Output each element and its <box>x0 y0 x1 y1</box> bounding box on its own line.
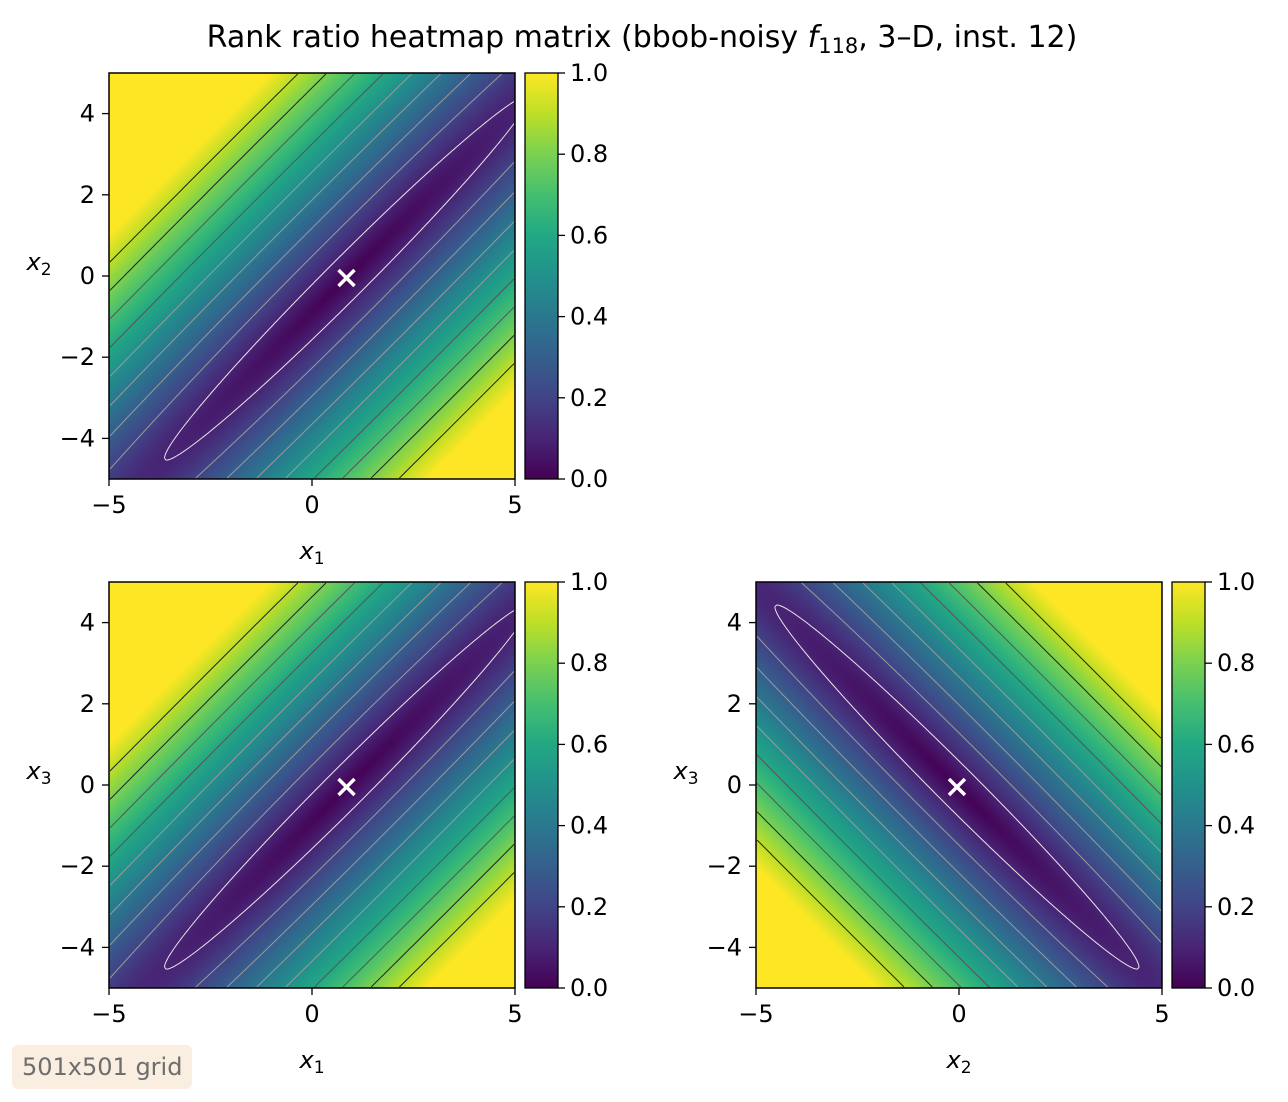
x-tick-label: −5 <box>738 1000 773 1028</box>
contour-line <box>109 582 515 988</box>
y-tick-label: 4 <box>727 609 742 637</box>
y-axis-label: x2 <box>25 248 51 280</box>
colorbar-tick-label: 0.6 <box>1217 730 1255 758</box>
colorbar-tick-label: 1.0 <box>1217 568 1255 596</box>
colorbar-tick-label: 0.2 <box>570 384 608 412</box>
y-tick-label: −2 <box>60 852 95 880</box>
contour-line <box>109 582 515 988</box>
colorbar-tick-label: 0.8 <box>570 649 608 677</box>
x-tick-label: 5 <box>507 491 522 519</box>
contour-line <box>756 582 1162 988</box>
y-tick-label: −4 <box>60 424 95 452</box>
colorbar-tick-label: 0.8 <box>1217 649 1255 677</box>
colorbar <box>1171 581 1206 989</box>
y-tick-label: −4 <box>707 933 742 961</box>
optimum-marker <box>337 777 356 797</box>
colorbar-tick-label: 0.6 <box>570 221 608 249</box>
colorbar-tick-label: 0.2 <box>1217 893 1255 921</box>
y-tick-label: 4 <box>80 100 95 128</box>
y-tick-label: 2 <box>80 690 95 718</box>
colorbar <box>524 581 559 989</box>
colorbar-tick-label: 0.8 <box>570 140 608 168</box>
contour-line <box>109 73 515 479</box>
heatmap-image <box>109 582 515 988</box>
x-tick-label: 0 <box>304 491 319 519</box>
optimum-marker <box>337 268 356 288</box>
y-tick-label: 0 <box>727 771 742 799</box>
contour-line <box>756 582 1162 988</box>
contour-line <box>756 582 1162 988</box>
y-tick-label: 4 <box>80 609 95 637</box>
y-tick-label: 0 <box>80 771 95 799</box>
y-tick-label: −2 <box>60 343 95 371</box>
contour-line <box>756 582 1162 988</box>
contour-line <box>774 604 1140 970</box>
contour-line <box>109 582 515 988</box>
y-tick-label: −2 <box>707 852 742 880</box>
contour-lines <box>109 582 515 988</box>
x-axis-label: x1 <box>298 1046 324 1078</box>
x-axis-label: x1 <box>298 537 324 569</box>
contour-line <box>109 582 515 988</box>
contour-line <box>164 101 515 461</box>
contour-line <box>109 73 515 479</box>
x-axis-label: x2 <box>945 1046 971 1078</box>
chart-title: Rank ratio heatmap matrix (bbob-noisy f1… <box>207 20 1078 58</box>
contour-lines <box>109 73 515 479</box>
x-tick-label: −5 <box>91 1000 126 1028</box>
contour-line <box>164 610 515 970</box>
contour-line <box>109 73 515 479</box>
colorbar-tick-label: 0.0 <box>570 465 608 493</box>
contour-line <box>756 582 1162 988</box>
y-tick-label: −4 <box>60 933 95 961</box>
contour-line <box>756 582 1162 988</box>
contour-line <box>109 582 515 988</box>
colorbar-tick-label: 0.4 <box>570 303 608 331</box>
heatmap-panel: −5 0 5 −4 −2 0 2 4 x1 x2 0.0 0.2 0.4 0.6 0.8 1.0 <box>25 59 608 569</box>
contour-line <box>109 73 515 479</box>
colorbar-tick-label: 0.4 <box>570 812 608 840</box>
colorbar-tick-label: 0.2 <box>570 893 608 921</box>
contour-line <box>109 582 515 988</box>
contour-line <box>756 582 1162 988</box>
y-axis-label: x3 <box>672 757 698 789</box>
x-tick-label: 0 <box>304 1000 319 1028</box>
contour-lines <box>756 582 1162 988</box>
optimum-marker <box>947 777 967 797</box>
colorbar-tick-label: 1.0 <box>570 59 608 87</box>
contour-line <box>109 582 515 988</box>
colorbar-tick-label: 0.0 <box>1217 974 1255 1002</box>
heatmap-panel: −5 0 5 −4 −2 0 2 4 x1 x3 0.0 0.2 0.4 0.6 0.8 1.0 <box>25 568 608 1078</box>
y-axis-label: x3 <box>25 757 51 789</box>
colorbar-tick-label: 1.0 <box>570 568 608 596</box>
x-tick-label: 5 <box>1154 1000 1169 1028</box>
contour-line <box>109 73 515 479</box>
contour-line <box>756 582 1162 988</box>
heatmap-panel: −5 0 5 −4 −2 0 2 4 x2 x3 0.0 0.2 0.4 0.6 0.8 1.0 <box>672 568 1255 1078</box>
contour-line <box>109 73 515 479</box>
x-tick-label: 0 <box>951 1000 966 1028</box>
colorbar-tick-label: 0.0 <box>570 974 608 1002</box>
contour-line <box>109 582 515 988</box>
y-tick-label: 0 <box>80 262 95 290</box>
colorbar-tick-label: 0.6 <box>570 730 608 758</box>
y-tick-label: 2 <box>727 690 742 718</box>
x-tick-label: 5 <box>507 1000 522 1028</box>
contour-line <box>109 73 515 479</box>
heatmap-image <box>109 73 515 479</box>
colorbar-tick-label: 0.4 <box>1217 812 1255 840</box>
y-tick-label: 2 <box>80 181 95 209</box>
colorbar <box>524 72 559 480</box>
contour-line <box>109 73 515 479</box>
x-tick-label: −5 <box>91 491 126 519</box>
grid-size-note: 501x501 grid <box>12 1045 193 1089</box>
